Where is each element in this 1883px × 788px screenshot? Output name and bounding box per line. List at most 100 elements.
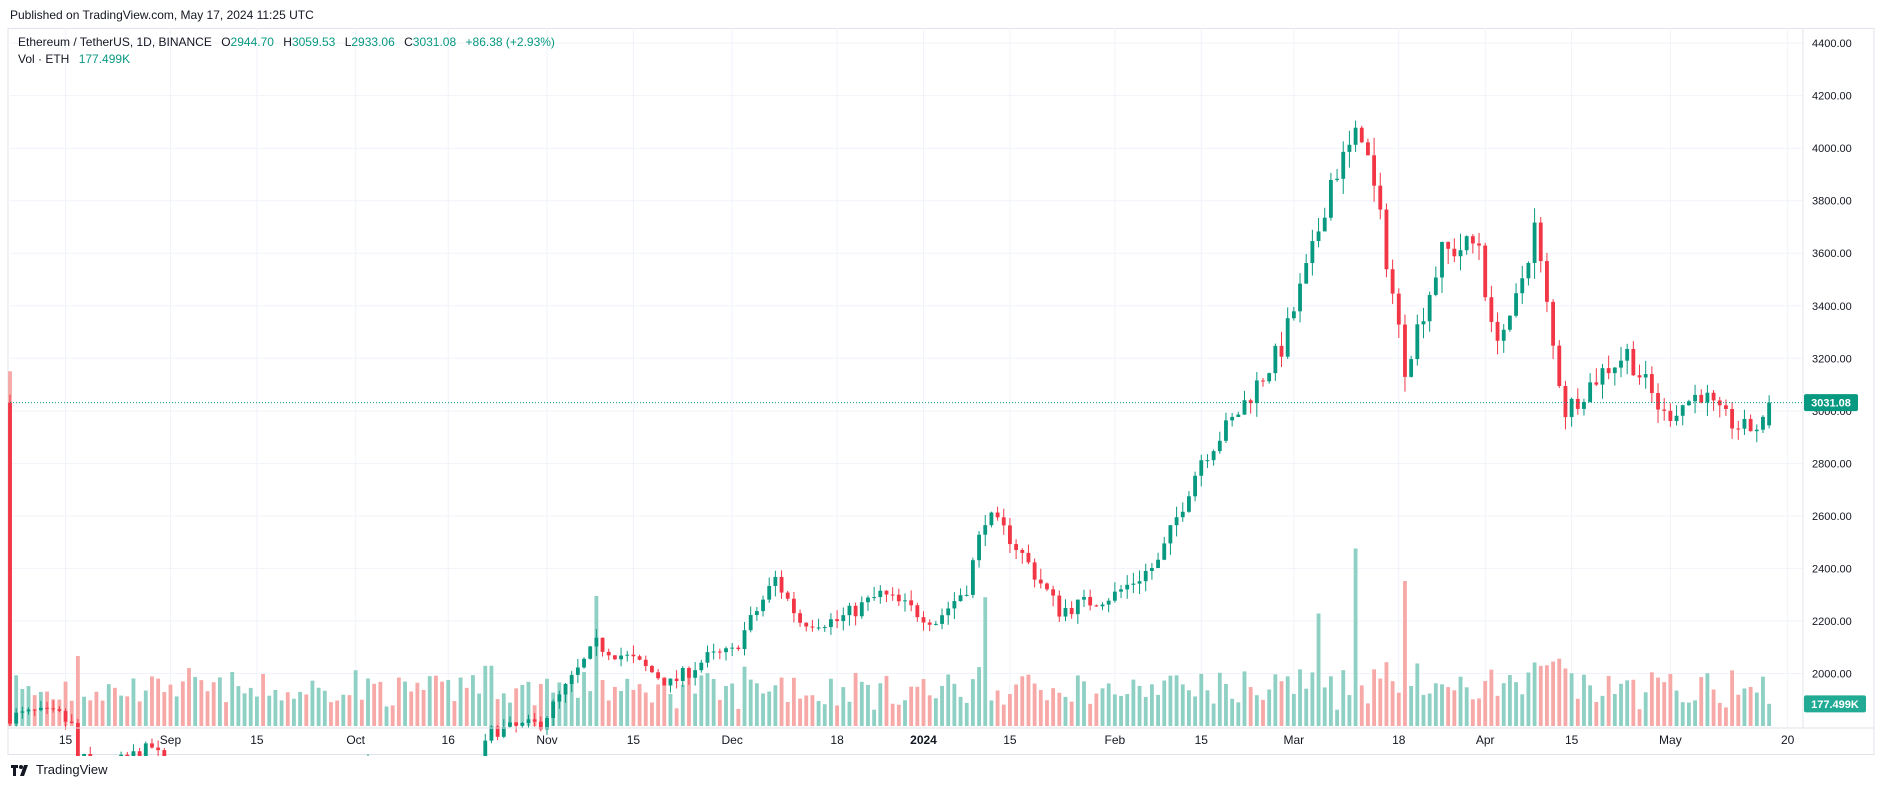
volume-bar	[693, 693, 698, 726]
volume-bar	[1026, 674, 1031, 726]
volume-bar	[656, 684, 661, 726]
candle-body	[1248, 400, 1253, 404]
candle-body	[1168, 525, 1173, 544]
volume-bar	[131, 678, 136, 726]
volume-bar	[378, 681, 383, 726]
volume-bar	[1143, 696, 1148, 726]
high-value: 3059.53	[291, 35, 336, 49]
candle-body	[508, 722, 512, 727]
candle-body	[872, 597, 877, 599]
volume-legend-row: Vol · ETH 177.499K	[18, 51, 555, 68]
volume-bar	[1761, 676, 1765, 726]
candle-body	[847, 605, 852, 616]
volume-bar	[1440, 684, 1444, 726]
candle-body	[637, 656, 642, 660]
low-value: 2933.06	[351, 35, 395, 49]
candle-body	[1717, 400, 1722, 406]
volume-bar	[427, 676, 432, 726]
volume-bar	[113, 687, 117, 726]
candle-body	[1514, 293, 1518, 316]
footer-brand[interactable]: TradingView	[10, 762, 108, 777]
candle-body	[1341, 151, 1346, 179]
volume-bar	[273, 689, 278, 726]
candle-body	[896, 594, 901, 602]
volume-bar	[415, 682, 420, 726]
time-tick-label: 15	[1565, 733, 1579, 747]
candle-body	[1637, 375, 1642, 378]
chart-frame[interactable]: 2000.002200.002400.002600.002800.003000.…	[0, 28, 1883, 756]
last-volume-badge: 177.499K	[1804, 695, 1866, 713]
volume-bar	[384, 706, 389, 726]
candle-body	[1162, 543, 1167, 560]
candle-body	[940, 615, 944, 624]
candle-body	[711, 651, 716, 653]
volume-bar	[1366, 703, 1370, 726]
time-axis[interactable]: 15 Sep 15 Oct 16 Nov 15 Dec 18 2024 15 Feb 15 Mar 18 Ap…	[8, 727, 1874, 747]
price-tick-label: 3200.00	[1812, 353, 1852, 365]
volume-bar	[285, 692, 290, 726]
volume-bar	[347, 695, 352, 726]
candle-body	[32, 709, 37, 711]
volume-bar	[724, 685, 728, 726]
volume-bar	[705, 673, 710, 726]
candle-body	[1427, 294, 1432, 322]
candle-body	[1273, 345, 1278, 374]
candle-body	[1631, 348, 1636, 376]
volume-bar	[1458, 676, 1463, 726]
volume-bar	[1489, 669, 1494, 726]
candle-body	[575, 667, 580, 675]
volume-bar	[1069, 701, 1074, 726]
volume-bar	[236, 686, 241, 726]
volume-bar	[1236, 702, 1241, 726]
volume-bar	[1291, 693, 1296, 726]
volume-bar	[977, 667, 981, 726]
candle-body	[63, 710, 68, 722]
candle-body	[1267, 373, 1272, 382]
candle-body	[754, 611, 759, 616]
candle-body	[489, 726, 494, 741]
volume-bar	[1230, 698, 1235, 726]
volume-bar	[150, 676, 154, 726]
candle-body	[785, 592, 790, 599]
candle-body	[705, 652, 710, 663]
volume-bar	[292, 698, 296, 726]
volume-bar	[927, 695, 932, 726]
volume-bar	[983, 597, 988, 726]
candle-body	[1174, 517, 1179, 526]
candle-body	[150, 743, 154, 748]
candle-body	[1366, 142, 1370, 156]
candle-body	[1686, 401, 1691, 406]
volume-bar	[199, 680, 204, 726]
volume-bar	[1298, 669, 1302, 726]
candle-body	[26, 709, 31, 712]
time-tick-label: May	[1659, 733, 1682, 747]
candle-body	[143, 743, 148, 756]
candle-body	[1316, 231, 1321, 242]
volume-bar	[1551, 661, 1556, 726]
volume-bar	[1557, 658, 1562, 726]
volume-bar	[699, 675, 704, 726]
candle-body	[1224, 420, 1228, 441]
candle-body	[1736, 428, 1741, 430]
candle-body	[742, 630, 747, 650]
last-price-label: 3031.08	[1811, 398, 1851, 410]
volume-bar	[909, 686, 914, 726]
volume-bar	[1094, 693, 1099, 726]
volume-label[interactable]: Vol · ETH	[18, 52, 70, 66]
volume-bar	[471, 675, 475, 726]
volume-bar	[143, 690, 148, 726]
candle-body	[1649, 374, 1654, 394]
volume-bar	[1643, 692, 1648, 726]
candle-body	[514, 722, 519, 726]
candle-body	[884, 590, 889, 595]
time-tick-label: Apr	[1476, 733, 1495, 747]
volume-bar	[662, 676, 667, 726]
chart-border	[7, 28, 1875, 755]
volume-bar	[859, 681, 864, 726]
candle-body	[1100, 604, 1105, 607]
price-axis[interactable]: 2000.002200.002400.002600.002800.003000.…	[1812, 38, 1852, 680]
candle-body	[1310, 241, 1315, 264]
candle-body	[1347, 144, 1352, 152]
symbol-title[interactable]: Ethereum / TetherUS, 1D, BINANCE	[18, 35, 212, 49]
candle-body	[1569, 398, 1574, 418]
